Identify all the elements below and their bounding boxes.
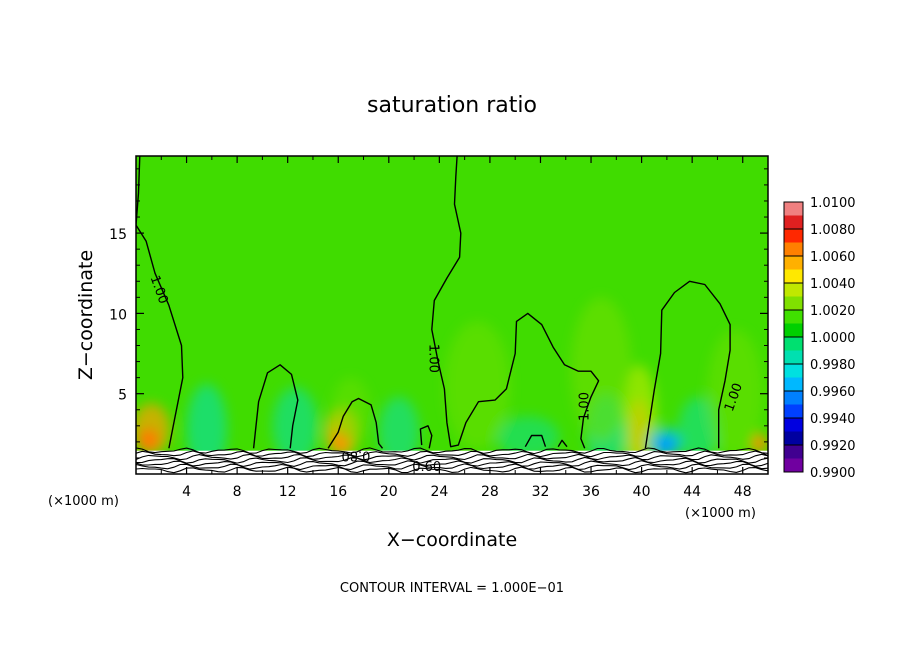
x-tick-label: 48 [734,484,752,500]
colorbar-swatch [784,350,803,365]
field-blob-18 [707,329,763,458]
contour-1-00-line-2 [327,397,384,449]
x-tick-label: 36 [582,484,600,500]
surface-contour-6 [136,447,768,455]
contour-label-5: 0.60 [412,460,441,475]
colorbar-swatch [784,229,803,243]
contour-interval-note: CONTOUR INTERVAL = 1.000E−01 [340,581,564,596]
x-tick-label: 40 [633,484,651,500]
y-axis-label: Z−coordinate [75,250,97,380]
field-blob-14 [496,416,560,458]
contour-label-text: 1.00 [578,392,593,421]
contour-1-00-line-5 [419,425,433,449]
surface-contour-0 [136,466,768,474]
contour-label-1: 1.00 [425,344,440,373]
colorbar-swatch [784,256,803,270]
contour-label-text: 0.60 [412,460,441,475]
colorbar-label: 0.9940 [810,412,856,427]
contour-1-00-line-1 [252,364,299,449]
colorbar-swatch [784,310,803,324]
x-tick-label: 16 [329,484,347,500]
colorbar-swatch [784,391,803,405]
x-tick-label: 44 [683,484,701,500]
x-tick-label: 32 [532,484,550,500]
colorbar-label: 1.0000 [810,331,856,346]
contour-label-text: 0.80 [341,447,370,462]
contour-label-2: 1.00 [578,392,593,421]
colorbar-label: 1.0040 [810,277,856,292]
colorbar: 1.0100 1.0080 1.0060 1.0040 1.0020 1.0000 0.99… [783,196,856,481]
colorbar-label: 1.0060 [810,250,856,265]
colorbar-swatch [784,377,803,392]
contour-1-00-line-0 [136,156,184,449]
contour-1-00-line-7 [557,439,568,448]
colorbar-swatch [784,418,803,432]
surface-contour-5 [136,450,768,458]
contour-1-00-line-6 [524,434,547,448]
colorbar-swatch [784,445,803,459]
x-tick-label: 24 [430,484,448,500]
y-tick-label: 5 [118,388,127,404]
x-tick-label: 12 [279,484,297,500]
x-tick-label: 4 [182,484,191,500]
chart-title: saturation ratio [367,93,537,118]
field-blob-7 [751,433,767,454]
field-blob-17 [570,297,632,442]
colorbar-swatch [784,296,803,311]
surface-contour-1 [136,463,768,471]
contour-1-00-line-4 [644,280,731,449]
colorbar-swatch [784,283,803,297]
y-tick-label: 10 [109,307,127,323]
x-axis-ticks: 4 8 12 16 20 24 28 32 36 40 44 48 [160,156,752,500]
x-tick-label: 28 [481,484,499,500]
surface-contour-3 [136,456,768,464]
colorbar-label: 0.9980 [810,358,856,373]
colorbar-swatch [784,202,803,216]
colorbar-label: 0.9900 [810,466,856,481]
colorbar-swatch [784,364,803,378]
field-blob-15 [678,396,719,462]
y-axis-ticks: 5 10 15 [109,168,768,459]
contour-label-text: 1.00 [425,344,440,373]
x-tick-label: 8 [233,484,242,500]
field-blob-19 [331,377,370,442]
colorbar-swatch [784,458,803,473]
y-tick-label: 15 [109,227,127,243]
plot-area: 1.001.001.00 1.000.800.60 [136,156,768,475]
field-blob-11 [272,387,319,465]
surface-contour-2 [136,460,768,467]
colorbar-swatch [784,269,803,284]
colorbar-label: 1.0020 [810,304,856,319]
field-blob-4 [136,403,171,455]
field-blob-16 [444,321,511,450]
colorbar-swatch [784,242,803,257]
x-tick-label: 20 [380,484,398,500]
contour-1-00-line-3 [431,156,600,449]
colorbar-label: 0.9960 [810,385,856,400]
contour-label-4: 0.80 [341,447,370,462]
surface-layer-contours [136,447,768,474]
colorbar-label: 0.9920 [810,439,856,454]
colorbar-swatch [784,323,803,338]
colorbar-swatch [784,404,803,419]
surface-contour-4 [136,453,768,461]
colorbar-label: 1.0100 [810,196,856,211]
colorbar-swatch [784,337,803,351]
colorbar-swatch [784,431,803,446]
plot-frame [135,155,769,475]
contour-lines [136,156,731,449]
x-unit-right: (×1000 m) [685,506,756,521]
colorbar-swatch [784,215,803,230]
field-blob-9 [647,427,684,457]
x-unit-left: (×1000 m) [48,494,119,509]
x-axis-label: X−coordinate [387,529,517,551]
colorbar-label: 1.0080 [810,223,856,238]
